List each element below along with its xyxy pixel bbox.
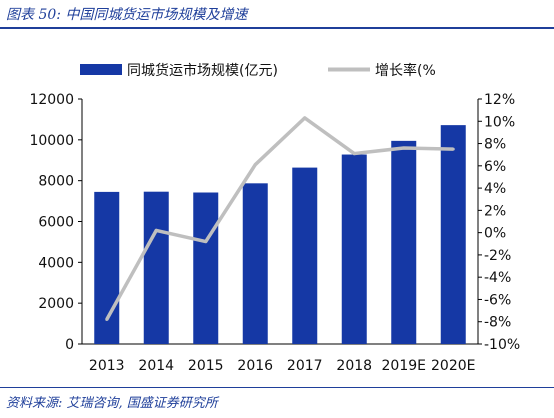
- right-axis-tick-label: 6%: [484, 159, 506, 175]
- right-axis-tick-label: 2%: [484, 203, 506, 219]
- bar: [94, 191, 120, 344]
- legend: 同城货运市场规模(亿元) 增长率(%: [80, 62, 436, 79]
- line-point: [303, 116, 307, 120]
- left-axis-tick-label: 0: [65, 337, 74, 353]
- line-point: [105, 318, 109, 321]
- x-axis-tick-label: 2014: [138, 358, 174, 374]
- right-axis-tick-label: 10%: [484, 114, 515, 130]
- growth-rate-line: [105, 116, 454, 321]
- right-axis-tick-label: -10%: [484, 337, 520, 353]
- right-axis-tick-label: -4%: [484, 270, 511, 286]
- right-axis-tick-label: 12%: [484, 92, 515, 108]
- x-axis-tick-label: 2019E: [382, 358, 426, 374]
- x-axis-tick-label: 2016: [237, 358, 273, 374]
- x-axis-tick-label: 2017: [287, 358, 323, 374]
- bar: [391, 140, 417, 344]
- x-axis-tick-label: 2020E: [431, 358, 475, 374]
- x-axis-tick-label: 2015: [188, 358, 224, 374]
- bar: [341, 154, 367, 344]
- x-axis-tick-label: 2013: [89, 358, 125, 374]
- line-point: [402, 146, 406, 150]
- line-point: [352, 152, 356, 156]
- bar: [143, 191, 169, 344]
- left-axis-tick-label: 4000: [38, 255, 74, 271]
- right-axis-tick-label: 8%: [484, 137, 506, 153]
- bar: [440, 125, 466, 344]
- left-axis-tick-label: 12000: [29, 92, 74, 108]
- legend-bar-swatch: [80, 64, 122, 75]
- legend-bar-label: 同城货运市场规模(亿元): [127, 62, 278, 79]
- line-point: [253, 163, 257, 167]
- right-axis-tick-label: -8%: [484, 315, 511, 331]
- left-axis-tick-label: 2000: [38, 296, 74, 312]
- line-series: [105, 116, 455, 321]
- figure-source: 资料来源: 艾瑞咨询, 国盛证券研究所: [6, 396, 218, 411]
- left-axis-tick-label: 8000: [38, 174, 74, 190]
- right-axis-tick-label: -6%: [484, 292, 511, 308]
- left-axis-tick-label: 10000: [29, 133, 74, 149]
- bar: [292, 167, 318, 344]
- left-axis-tick-label: 6000: [38, 215, 74, 231]
- source-divider: [0, 387, 554, 388]
- bar-series: [94, 125, 466, 344]
- line-point: [154, 228, 158, 232]
- right-axis-tick-label: 4%: [484, 181, 506, 197]
- right-axis-tick-label: -2%: [484, 248, 511, 264]
- line-point: [204, 240, 208, 244]
- legend-line-label: 增长率(%: [375, 62, 436, 79]
- bar: [242, 183, 268, 344]
- title-divider: [0, 27, 554, 29]
- x-axis-tick-label: 2018: [336, 358, 372, 374]
- line-point: [451, 147, 455, 151]
- figure-title: 图表 50: 中国同城货运市场规模及增速: [6, 7, 248, 23]
- right-axis-tick-label: 0%: [484, 226, 506, 242]
- bar: [193, 192, 219, 344]
